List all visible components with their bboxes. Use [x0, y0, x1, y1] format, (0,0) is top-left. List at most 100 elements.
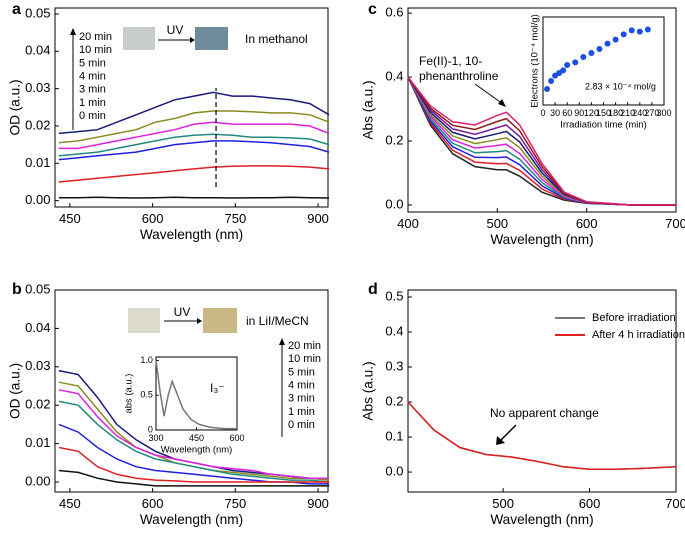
- y-tick-label: 0.2: [385, 393, 403, 408]
- x-tick-label: 120: [584, 108, 599, 118]
- arrow-head: [70, 28, 76, 35]
- y-tick-label: 0.02: [25, 117, 50, 132]
- y-tick-label: 0.4: [385, 323, 403, 338]
- arrow: [474, 83, 504, 105]
- inset-annotation: I₃⁻: [210, 381, 225, 395]
- x-axis-label: Wavelength (nm): [140, 512, 243, 527]
- y-axis-label: OD (a.u.): [8, 79, 23, 135]
- legend-label: 5 min: [288, 366, 315, 378]
- arrow-head: [279, 338, 285, 345]
- x-tick-label: 60: [562, 108, 572, 118]
- inset-annotation: 2.83 × 10⁻⁴ mol/g: [585, 81, 656, 91]
- y-axis-label: Electrons (10⁻⁴ mol/g): [529, 14, 540, 107]
- x-axis-label: Wavelength (nm): [161, 444, 233, 455]
- arrow-head: [498, 99, 506, 107]
- annotation: In methanol: [245, 32, 308, 46]
- line: [407, 401, 677, 470]
- y-tick-label: 0.1: [385, 428, 403, 443]
- x-tick-label: 400: [397, 216, 419, 231]
- x-tick-label: 600: [229, 433, 244, 443]
- x-tick-label: 300: [148, 433, 163, 443]
- point: [572, 59, 579, 66]
- legend-label: After 4 h irradiation: [592, 329, 685, 341]
- photo-before: [123, 27, 155, 50]
- panel-label: a: [12, 1, 21, 18]
- arrow-head: [197, 318, 202, 324]
- point: [544, 86, 551, 92]
- x-tick-label: 600: [142, 211, 164, 226]
- point: [612, 36, 619, 43]
- y-tick-label: 0.05: [25, 281, 50, 296]
- legend-label: 4 min: [288, 380, 315, 392]
- legend-label: 20 min: [288, 340, 321, 352]
- point: [620, 31, 627, 38]
- x-tick-label: 700: [665, 496, 685, 511]
- y-axis-label: abs (a.u.): [124, 374, 135, 414]
- panel-label: b: [12, 281, 22, 298]
- point: [560, 67, 567, 74]
- legend-label: 5 min: [79, 57, 106, 69]
- x-tick-label: 30: [550, 108, 560, 118]
- point: [644, 26, 651, 33]
- x-tick-label: 500: [486, 216, 508, 231]
- plot-frame: [407, 7, 677, 213]
- y-tick-label: 0.04: [25, 320, 50, 335]
- line: [58, 121, 330, 150]
- line: [407, 76, 676, 206]
- annotation: UV: [174, 305, 191, 319]
- arrow: [499, 424, 517, 442]
- x-tick-label: 600: [576, 216, 598, 231]
- plot-frame: [54, 289, 329, 493]
- x-tick-label: 0: [540, 108, 545, 118]
- line: [58, 110, 330, 144]
- x-tick-label: 600: [579, 496, 601, 511]
- legend-label: 3 min: [288, 393, 315, 405]
- y-tick-label: 0.02: [25, 397, 50, 412]
- annotation: UV: [167, 23, 184, 37]
- y-tick-label: 0.3: [385, 358, 403, 373]
- y-tick-label: 0.5: [140, 390, 153, 400]
- panel-label: d: [368, 281, 378, 298]
- point: [604, 40, 611, 47]
- y-tick-label: 0.2: [385, 132, 403, 147]
- legend-label: 0 min: [79, 110, 106, 122]
- x-tick-label: 180: [608, 108, 623, 118]
- y-tick-label: 0.05: [25, 5, 50, 20]
- x-tick-label: 90: [574, 108, 584, 118]
- legend-label: 0 min: [288, 419, 315, 431]
- legend-label: 20 min: [79, 31, 112, 43]
- x-tick-label: 300: [656, 108, 671, 118]
- x-tick-label: 450: [59, 211, 81, 226]
- arrow-head: [190, 37, 195, 43]
- plot-frame: [407, 289, 677, 493]
- point: [636, 28, 643, 35]
- y-axis-label: Abs (a.u.): [361, 80, 376, 139]
- legend-label: 10 min: [79, 44, 112, 56]
- photo-before: [128, 308, 160, 333]
- legend-label: 3 min: [79, 84, 106, 96]
- x-tick-label: 500: [492, 496, 514, 511]
- y-axis-label: OD (a.u.): [8, 363, 23, 419]
- y-tick-label: 0.0: [385, 463, 403, 478]
- point: [596, 46, 603, 52]
- y-tick-label: 0.04: [25, 43, 50, 58]
- line: [58, 389, 330, 479]
- line: [58, 446, 330, 483]
- x-tick-label: 450: [189, 433, 204, 443]
- x-tick-label: 750: [224, 496, 246, 511]
- annotation: Fe(II)-1, 10-: [419, 54, 482, 68]
- inset-bg: [543, 17, 664, 105]
- y-tick-label: 0.01: [25, 435, 50, 450]
- y-tick-label: 0.03: [25, 80, 50, 95]
- arrow-head: [496, 436, 505, 445]
- line: [58, 140, 330, 161]
- x-tick-label: 450: [59, 496, 81, 511]
- x-tick-label: 750: [224, 211, 246, 226]
- y-tick-label: 0.01: [25, 155, 50, 170]
- photo-after: [203, 308, 237, 333]
- line: [58, 165, 330, 183]
- x-tick-label: 900: [307, 496, 329, 511]
- line: [58, 400, 330, 483]
- annotation: phenanthroline: [419, 69, 499, 83]
